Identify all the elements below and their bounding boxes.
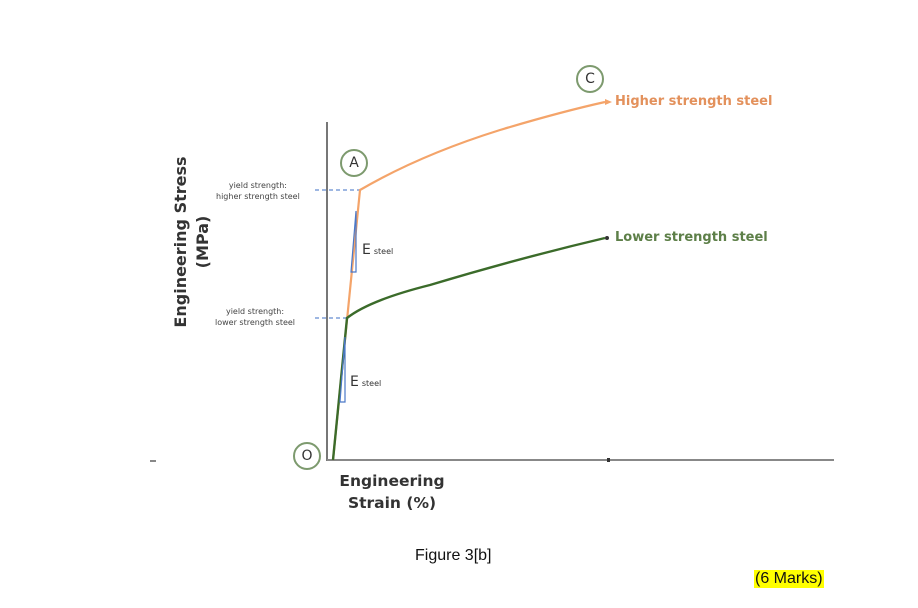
y-axis-label-line1: Engineering Stress [171,156,190,328]
figure-caption: Figure 3[b] [415,547,492,564]
legend-higher-strength: Higher strength steel [615,94,773,109]
modulus-symbol: E [350,374,359,390]
point-a-marker: A [340,149,368,177]
yield-label-high: yield strength: higher strength steel [216,180,300,202]
stray-dash-mark [150,460,156,462]
y-axis-label: Engineering Stress (MPa) [170,142,214,342]
x-axis-label-line2: Strain (%) [347,494,437,512]
x-axis-label-line1: Engineering [339,472,445,490]
modulus-subscript: steel [373,247,394,256]
yield-label-low-line1: yield strength: [225,307,285,316]
lower-endpoint-dot [605,236,609,240]
higher-arrowhead [605,99,612,105]
yield-label-high-line1: yield strength: [228,181,287,190]
modulus-triangle-low [339,336,346,403]
lower-strength-curve [331,236,606,461]
x-axis-label: Engineering Strain (%) [332,470,452,514]
x-axis-tick-mark [607,458,610,462]
legend-lower-strength: Lower strength steel [615,230,768,245]
y-axis-label-line2: (MPa) [193,215,212,269]
modulus-symbol: E [362,242,371,258]
higher-strength-curve [331,100,606,461]
point-c-marker: C [576,65,604,93]
marks-badge: (6 Marks) [754,570,824,588]
modulus-subscript: steel [361,379,382,388]
yield-label-low: yield strength: lower strength steel [215,306,295,328]
modulus-triangle-high [350,210,357,273]
yield-label-low-line2: lower strength steel [215,318,296,327]
point-o-marker: O [293,442,321,470]
yield-label-high-line2: higher strength steel [216,192,300,201]
